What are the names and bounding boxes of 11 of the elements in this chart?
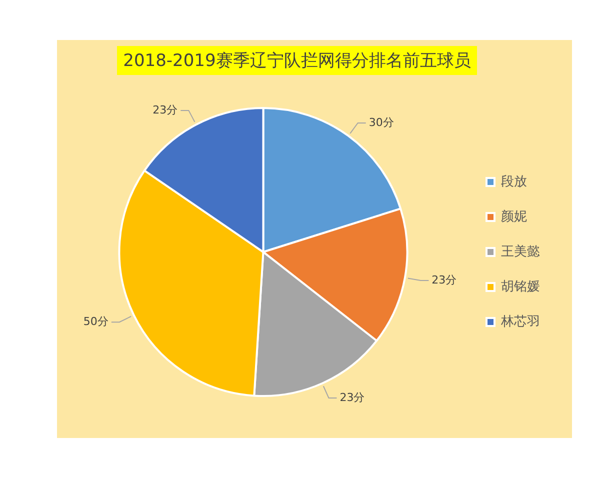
- data-label: 30分: [368, 116, 394, 129]
- chart-title: 2018-2019赛季辽宁队拦网得分排名前五球员: [117, 46, 477, 75]
- legend-label: 颜妮: [501, 209, 527, 224]
- legend-label: 林芯羽: [500, 314, 540, 330]
- data-label: 23分: [152, 103, 178, 116]
- legend-label: 段放: [501, 174, 527, 190]
- legend-label: 王美懿: [501, 243, 540, 260]
- data-label: 50分: [83, 314, 108, 328]
- data-label: 23分: [340, 390, 365, 404]
- data-label: 23分: [432, 273, 457, 286]
- legend-label: 胡铭媛: [501, 279, 540, 294]
